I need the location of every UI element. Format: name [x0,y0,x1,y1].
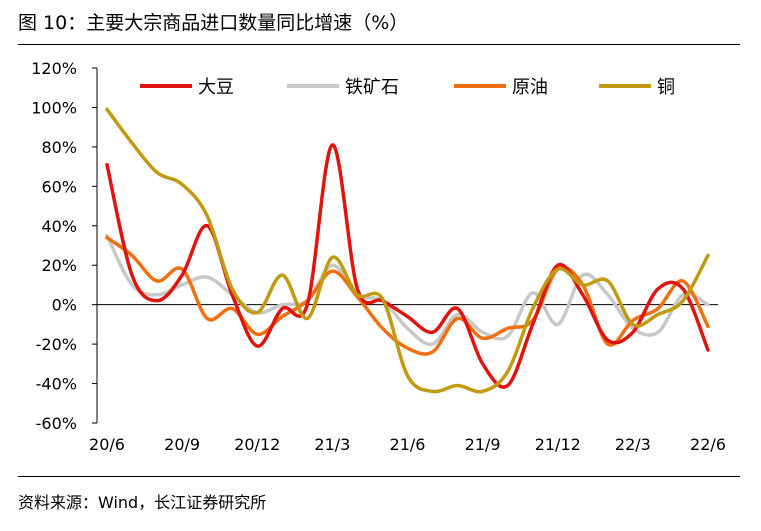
series-line-3 [105,235,710,356]
legend-label: 铜 [657,77,675,98]
title-rule [18,44,740,45]
x-tick-label: 20/12 [234,435,280,454]
x-tick-label: 20/6 [89,435,125,454]
x-tick-label: 22/3 [615,435,651,454]
y-tick-label: -40% [36,375,77,394]
x-tick-label: 21/9 [465,435,501,454]
figure-title: 图 10：主要大宗商品进口数量同比增速（%） [18,12,409,34]
series-line-4 [105,107,710,394]
y-tick-label: 80% [41,138,77,157]
source-note: 资料来源：Wind，长江证券研究所 [18,493,267,512]
y-tick-label: -20% [36,335,77,354]
legend-label: 大豆 [198,77,234,98]
y-tick-label: 40% [41,217,77,236]
legend-label: 铁矿石 [345,77,399,98]
y-tick-label: 100% [31,98,77,117]
x-tick-label: 21/3 [314,435,350,454]
x-tick-label: 20/9 [164,435,200,454]
y-tick-label: 120% [31,59,77,78]
series-line-2 [105,233,710,347]
y-tick-label: 60% [41,177,77,196]
x-tick-label: 22/6 [690,435,726,454]
footer-rule [18,476,740,477]
legend-label: 原油 [512,77,548,98]
series-line-1 [105,143,710,389]
y-tick-label: -60% [36,414,77,433]
x-tick-label: 21/6 [390,435,426,454]
x-tick-label: 21/12 [535,435,581,454]
y-tick-label: 20% [41,256,77,275]
y-tick-label: 0% [52,296,77,315]
